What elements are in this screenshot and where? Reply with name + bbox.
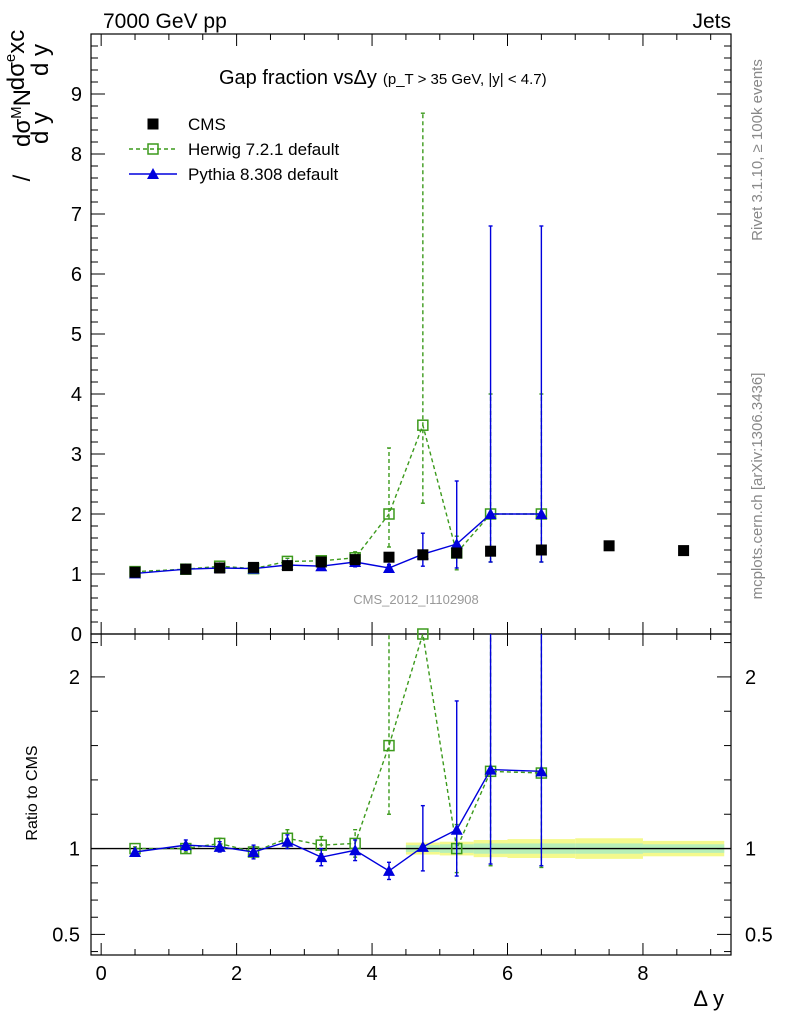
y-tick-label: 1 [71,564,82,586]
x-tick-label: 8 [637,963,648,985]
mcplots-label: mcplots.cern.ch [arXiv:1306.3436] [749,373,766,600]
series-line [135,633,542,853]
legend-entry: CMS [147,115,226,134]
main-plot-frame [90,33,732,635]
data-point [349,844,362,856]
x-tick-label: 2 [231,963,242,985]
analysis-watermark: CMS_2012_I1102908 [353,592,479,607]
data-point [451,547,463,559]
data-point [247,846,260,858]
y-tick-label: 4 [71,384,82,406]
ratio-tick-label-right: 1 [745,839,756,861]
data-point [315,851,328,863]
series-main-pythia-8-308-default [129,225,548,579]
legend-label: Pythia 8.308 default [188,165,339,184]
data-point [678,545,690,557]
data-point [383,739,395,752]
data-point [129,566,141,578]
data-point [603,540,615,552]
rivet-version-label: Rivet 3.1.10, ≥ 100k events [749,59,766,241]
data-point [383,551,395,563]
data-point [535,544,547,556]
energy-label: 7000 GeV pp [103,10,227,33]
y-tick-label: 6 [71,264,82,286]
data-point [281,835,294,847]
axes: 0 2 4 6 8 0 1 2 3 4 5 6 7 8 9 0.5 0.5 1 1 2 2 [52,33,773,985]
series-line [134,422,542,573]
y-tick-label: 3 [71,444,82,466]
ratio-tick-label-right: 2 [745,667,756,689]
y-label-dy2: d y [27,44,54,76]
ratio-axis-label: Ratio to CMS [24,745,41,840]
data-point [281,560,293,572]
data-point [417,419,429,431]
ratio-tick-label-right: 0.5 [745,924,773,946]
data-series [129,112,690,881]
series-ratio-pythia-8-308-default [129,634,548,881]
data-point [349,554,361,566]
data-point [214,562,226,574]
data-point [248,561,260,573]
data-point [417,549,429,561]
y-tick-label: 2 [71,504,82,526]
data-point [179,839,192,851]
legend-marker [147,118,159,130]
data-point [383,508,395,520]
data-point [535,508,548,519]
x-axis-label: Δ y [693,986,724,1011]
y-label-exc: dσexc [2,30,30,91]
series-ratio-herwig-7-2-1-default [129,628,548,874]
data-point [129,846,142,858]
legend-entry: Pythia 8.308 default [129,165,339,184]
y-label-slash: / [9,174,36,181]
y-axis-label: dσMN / dσexc d y d y [2,30,54,182]
legend-marker [147,143,159,155]
legend-label: Herwig 7.2.1 default [188,140,339,159]
data-point [382,562,395,573]
data-point [484,763,497,775]
y-tick-label: 7 [71,204,82,226]
legend-label: CMS [188,115,226,134]
data-point [382,864,395,876]
data-point [213,840,226,852]
y-tick-label: 8 [71,144,82,166]
data-point [315,556,327,568]
series-line [134,768,542,872]
x-tick-label: 4 [366,963,377,985]
data-point [416,840,429,852]
legend-entry: Herwig 7.2.1 default [129,140,339,159]
data-point [417,628,429,640]
x-tick-label: 0 [96,963,107,985]
legend: CMS Herwig 7.2.1 default Pythia 8.308 defa… [129,115,339,184]
ratio-plot-frame [90,633,732,956]
series-line [134,513,542,575]
legend-marker [147,168,159,179]
ratio-tick-label: 2 [69,667,80,689]
y-label-dy1: d y [27,112,54,144]
x-tick-label: 6 [502,963,513,985]
ratio-tick-label: 0.5 [52,924,80,946]
data-point [180,563,192,575]
data-point [450,538,463,549]
data-point [535,765,548,777]
data-point [484,508,497,519]
process-label: Jets [692,10,731,33]
y-tick-label: 9 [71,84,82,106]
ratio-tick-label: 1 [69,839,80,861]
data-point [485,545,497,557]
data-point [450,823,463,835]
chart-title: Gap fraction vsΔy (p_T > 35 GeV, |y| < 4.… [219,67,547,89]
y-tick-label: 0 [71,624,82,646]
y-tick-label: 5 [71,324,82,346]
series-main-cms [129,540,690,578]
